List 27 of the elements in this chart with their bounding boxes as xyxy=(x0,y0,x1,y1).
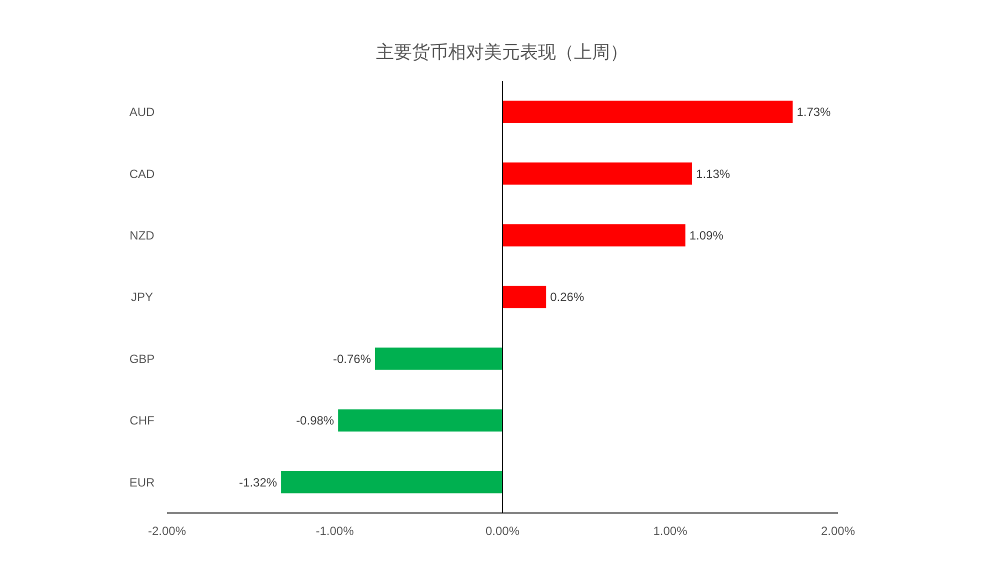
bar xyxy=(502,100,793,123)
data-label: -0.76% xyxy=(332,352,372,366)
y-tick-label: CHF xyxy=(130,414,154,428)
data-label: 1.73% xyxy=(796,105,832,120)
bar xyxy=(502,162,692,185)
data-label: 1.13% xyxy=(696,166,730,181)
data-label: -1.32% xyxy=(239,475,278,490)
bar xyxy=(502,286,546,308)
data-label: -0.98% xyxy=(296,414,334,428)
bar xyxy=(338,409,502,432)
x-tick-label: 2.00% xyxy=(820,524,856,538)
bar xyxy=(375,348,502,370)
x-tick-label: 0.00% xyxy=(485,524,520,538)
bar xyxy=(502,224,686,246)
y-tick-label: NZD xyxy=(130,228,155,242)
x-tick-label: 1.00% xyxy=(653,524,688,538)
y-tick-label: EUR xyxy=(129,475,155,490)
data-label: 0.26% xyxy=(550,290,584,304)
bar xyxy=(281,471,502,494)
x-tick-label: -1.00% xyxy=(316,524,354,538)
x-tick-label: -2.00% xyxy=(148,524,186,538)
y-tick-label: GBP xyxy=(129,352,155,366)
chart-title: 主要货币相对美元表现（上周） xyxy=(376,42,628,62)
y-tick-label: AUD xyxy=(129,105,155,120)
y-tick-label: JPY xyxy=(130,290,154,304)
y-tick-label: CAD xyxy=(129,166,155,181)
data-label: 1.09% xyxy=(689,228,724,242)
